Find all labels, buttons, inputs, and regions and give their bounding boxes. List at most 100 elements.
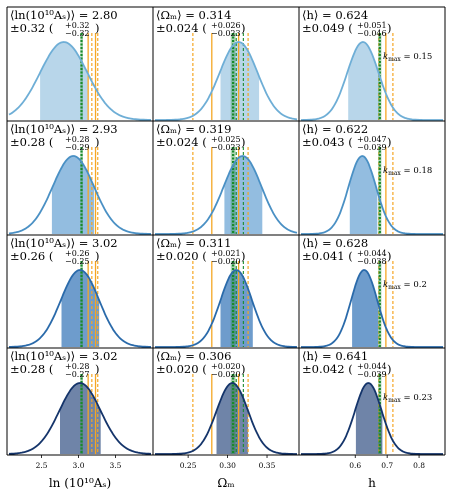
panel-h-row1: ⟨h⟩ = 0.624±0.049 (+0.051−0.046) — [301, 8, 443, 121]
paren-close: ) — [241, 135, 246, 149]
x-tick-label: 3.5 — [110, 461, 122, 470]
panel-content — [8, 147, 151, 235]
mean-label: ⟨Ωₘ⟩ = 0.306 — [156, 349, 231, 363]
posterior-curve — [9, 382, 151, 455]
x-tick-label: 3.0 — [73, 461, 85, 470]
x-tick-label: 0.8 — [413, 461, 425, 470]
sigma-band — [348, 42, 380, 120]
lower-error: −0.32 — [65, 29, 90, 38]
posterior-curve — [155, 155, 298, 235]
sigma-band — [352, 270, 379, 347]
posterior-curve — [301, 41, 443, 121]
panel-lnAs-row2: ⟨ln(10¹⁰Aₛ)⟩ = 2.93±0.28 ( +0.28−0.29) — [8, 122, 151, 235]
kmax-label: kmax = 0.18 — [383, 166, 432, 177]
upper-error: +0.28 — [65, 362, 90, 371]
lower-error: −0.023 — [211, 143, 241, 152]
sigma-band — [355, 383, 383, 454]
std-label: ±0.042 ( — [302, 362, 353, 376]
std-label: ±0.024 ( — [156, 21, 207, 35]
paren-close: ) — [241, 362, 246, 376]
mean-label: ⟨Ωₘ⟩ = 0.311 — [156, 236, 231, 250]
upper-error: +0.26 — [65, 249, 90, 258]
paren-close: ) — [387, 362, 392, 376]
panel-omegam-row1: ⟨Ωₘ⟩ = 0.314±0.024 (+0.026−0.023) — [155, 8, 298, 121]
paren-close: ) — [241, 21, 246, 35]
upper-error: +0.021 — [211, 249, 241, 258]
sigma-band — [60, 383, 101, 454]
std-label: ±0.043 ( — [302, 135, 353, 149]
posterior-curve — [8, 41, 151, 121]
kmax-label: kmax = 0.23 — [383, 393, 432, 404]
panel-lnAs-row3: ⟨ln(10¹⁰Aₛ)⟩ = 3.02±0.26 (+0.26−0.25) — [9, 236, 151, 348]
lower-error: −0.039 — [357, 370, 387, 379]
x-axis-label-omegam: Ωₘ — [217, 476, 234, 490]
panel-content — [301, 374, 443, 455]
mean-label: ⟨Ωₘ⟩ = 0.314 — [156, 8, 231, 22]
upper-error: +0.044 — [357, 362, 387, 371]
x-tick-label: 0.7 — [381, 461, 393, 470]
x-axis-label-lnAs: ln (10¹⁰Aₛ) — [49, 476, 111, 490]
posterior-curve — [155, 269, 298, 348]
sigma-band — [61, 270, 100, 347]
lower-error: −0.023 — [211, 29, 241, 38]
std-label: ±0.020 ( — [156, 362, 207, 376]
lower-error: −0.27 — [65, 370, 90, 379]
std-label: ±0.024 ( — [156, 135, 207, 149]
mean-label: ⟨ln(10¹⁰Aₛ)⟩ = 3.02 — [10, 349, 118, 363]
lower-error: −0.020 — [211, 370, 241, 379]
upper-error: +0.28 — [65, 135, 90, 144]
upper-error: +0.044 — [357, 249, 387, 258]
panel-content — [301, 33, 443, 121]
panel-content — [155, 261, 298, 348]
panel-omegam-row4: ⟨Ωₘ⟩ = 0.306±0.020 (+0.020−0.020) 0.25 0.3… — [155, 349, 297, 490]
std-label: ±0.049 ( — [302, 21, 353, 35]
paren-close: ) — [387, 135, 392, 149]
x-tick-label: 0.25 — [180, 461, 197, 470]
mean-label: ⟨ln(10¹⁰Aₛ)⟩ = 2.93 — [10, 122, 118, 136]
posterior-curve — [301, 269, 443, 348]
lower-error: −0.039 — [357, 143, 387, 152]
mean-label: ⟨ln(10¹⁰Aₛ)⟩ = 2.80 — [10, 8, 118, 22]
panel-content — [9, 374, 151, 455]
panel-lnAs-row4: ⟨ln(10¹⁰Aₛ)⟩ = 3.02±0.28 ( +0.28−0.27) 2.5… — [9, 349, 151, 490]
std-label: ±0.26 ( — [10, 249, 53, 263]
panel-content — [301, 261, 443, 348]
lower-error: −0.25 — [65, 257, 90, 266]
mean-label: ⟨h⟩ = 0.628 — [302, 236, 368, 250]
std-label: ±0.32 ( — [10, 21, 53, 35]
posterior-curve — [301, 382, 443, 455]
paren-close: ) — [95, 362, 100, 376]
upper-error: +0.051 — [357, 21, 387, 30]
lower-error: −0.020 — [211, 257, 241, 266]
paren-close: ) — [95, 21, 100, 35]
panel-content — [301, 147, 443, 235]
x-tick-label: 0.30 — [219, 461, 236, 470]
panel-content — [155, 33, 298, 121]
x-tick-label: 2.5 — [36, 461, 48, 470]
panel-h-row2: ⟨h⟩ = 0.622±0.043 ( +0.047−0.039) — [301, 122, 443, 235]
mean-label: ⟨Ωₘ⟩ = 0.319 — [156, 122, 231, 136]
std-label: ±0.020 ( — [156, 249, 207, 263]
sigma-band — [40, 42, 88, 120]
panel-content — [155, 147, 298, 235]
paren-close: ) — [95, 135, 100, 149]
lower-error: −0.046 — [357, 29, 387, 38]
posterior-curve — [155, 382, 297, 455]
panel-content — [155, 374, 297, 455]
upper-error: +0.047 — [357, 135, 387, 144]
mean-label: ⟨h⟩ = 0.622 — [302, 122, 368, 136]
panel-content — [8, 33, 151, 121]
upper-error: +0.32 — [65, 21, 90, 30]
x-axis-label-h: h — [368, 476, 376, 490]
sigma-band — [51, 156, 95, 234]
panel-omegam-row3: ⟨Ωₘ⟩ = 0.311±0.020 (+0.021−0.020) — [155, 236, 298, 348]
posterior-curve — [155, 41, 298, 121]
mean-label: ⟨h⟩ = 0.641 — [302, 349, 368, 363]
std-label: ±0.28 ( — [10, 362, 53, 376]
lower-error: −0.29 — [65, 143, 90, 152]
paren-close: ) — [95, 249, 100, 263]
std-label: ±0.28 ( — [10, 135, 53, 149]
kmax-label: kmax = 0.2 — [383, 280, 427, 291]
paren-close: ) — [387, 249, 392, 263]
